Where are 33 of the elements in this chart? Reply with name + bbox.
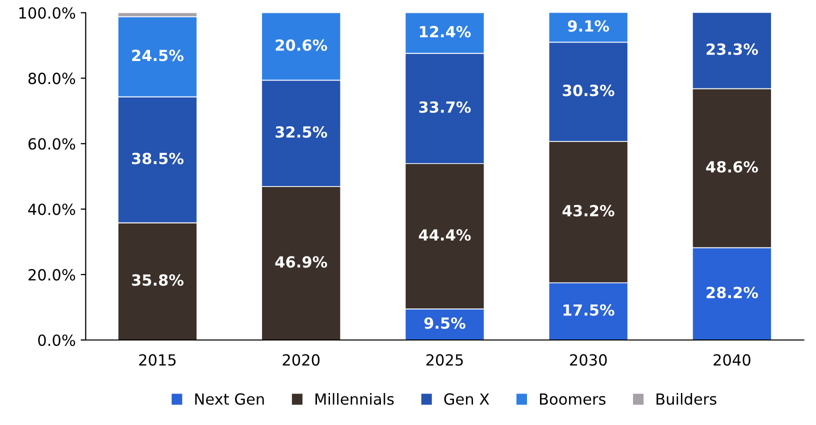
legend-label: Gen X	[444, 393, 490, 405]
y-tick-label: 80.0%	[28, 72, 76, 84]
y-tick-label: 20.0%	[28, 269, 76, 281]
data-label: 48.6%	[706, 161, 758, 173]
legend-label: Boomers	[540, 393, 606, 405]
x-tick-label: 2015	[139, 354, 176, 366]
data-label: 30.3%	[562, 84, 614, 96]
data-label: 33.7%	[419, 101, 471, 113]
data-label: 38.5%	[132, 152, 184, 164]
y-tick-label: 0.0%	[38, 334, 76, 346]
legend-label: Millennials	[316, 393, 394, 405]
x-tick-label: 2020	[282, 354, 320, 366]
data-label: 28.2%	[706, 286, 758, 298]
data-label: 24.5%	[132, 50, 184, 62]
data-label: 46.9%	[275, 256, 328, 268]
x-tick-label: 2025	[426, 354, 463, 366]
y-tick-label: 40.0%	[28, 204, 76, 216]
x-tick-label: 2040	[714, 354, 750, 366]
data-label: 9.5%	[424, 317, 466, 329]
data-label: 44.4%	[418, 229, 471, 241]
data-label: 9.1%	[568, 20, 610, 32]
data-label: 23.3%	[706, 43, 758, 55]
legend-label: Builders	[656, 393, 716, 405]
data-label: 35.8%	[132, 274, 184, 286]
data-label: 20.6%	[276, 39, 328, 51]
data-label: 17.5%	[564, 304, 614, 316]
legend-label: Next Gen	[195, 393, 264, 405]
y-tick-label: 60.0%	[28, 138, 76, 150]
data-label: 43.2%	[562, 204, 614, 216]
y-tick-label: 100.0%	[19, 7, 76, 19]
x-tick-label: 2030	[570, 354, 607, 366]
data-label: 12.4%	[420, 26, 471, 38]
data-label: 32.5%	[276, 126, 328, 138]
